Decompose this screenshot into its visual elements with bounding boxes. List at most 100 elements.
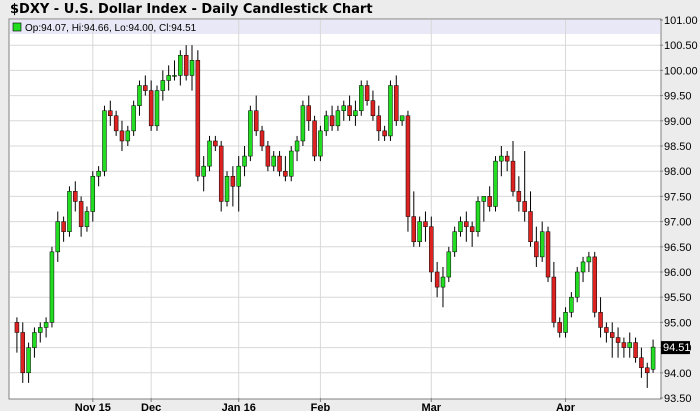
candle-body	[633, 342, 638, 358]
candle-body	[388, 85, 393, 137]
y-tick-label: 98.00	[664, 166, 692, 178]
candle-body	[574, 271, 580, 298]
candle-body	[213, 140, 218, 147]
y-tick-label: 98.50	[664, 141, 692, 153]
candle	[324, 110, 329, 136]
candle-body	[67, 191, 72, 232]
candle-body	[172, 75, 177, 77]
candle	[26, 342, 31, 383]
candle-body	[399, 115, 405, 122]
x-tick-label: Feb	[311, 402, 331, 411]
candle-body	[178, 55, 183, 76]
candle	[341, 100, 346, 121]
candle-body	[300, 105, 306, 142]
candle	[382, 125, 387, 141]
candle-body	[201, 165, 206, 177]
candle	[32, 327, 37, 358]
candle	[55, 211, 61, 262]
candle-body	[499, 155, 504, 162]
candle-body	[446, 251, 452, 278]
candle-body	[645, 367, 650, 374]
candle	[539, 221, 545, 262]
candle-body	[283, 170, 288, 177]
candle-body	[108, 110, 113, 117]
candle-body	[335, 110, 341, 127]
candle-body	[586, 256, 592, 263]
candle	[399, 115, 405, 126]
candle	[224, 171, 230, 207]
candle-body	[236, 165, 241, 187]
candle-body	[32, 332, 37, 348]
candle	[487, 186, 492, 212]
candle	[557, 317, 562, 338]
candle-body	[160, 80, 166, 91]
candle	[166, 65, 171, 91]
candle	[504, 151, 510, 172]
candle	[102, 105, 107, 177]
candle	[534, 226, 539, 267]
candle	[195, 50, 201, 182]
candle-body	[306, 105, 311, 122]
candle	[73, 181, 78, 212]
candle-body	[580, 261, 586, 273]
candle	[411, 191, 417, 247]
candle-body	[382, 130, 387, 137]
candle-body	[650, 346, 656, 370]
last-price-label: 94.51	[663, 342, 691, 354]
candle	[645, 362, 650, 388]
candle	[604, 322, 609, 343]
candle	[119, 120, 125, 152]
candle	[84, 206, 90, 232]
candle-body	[364, 85, 370, 101]
candle	[67, 186, 72, 237]
candle-body	[14, 322, 20, 333]
y-tick-label: 99.50	[664, 91, 692, 103]
candle	[458, 216, 463, 237]
candle	[446, 246, 452, 283]
candle	[283, 156, 288, 182]
candle	[329, 105, 335, 131]
candle-body	[253, 110, 259, 132]
candle	[183, 45, 189, 81]
candle	[522, 151, 527, 222]
last-price-box	[661, 341, 690, 355]
candle	[615, 327, 621, 358]
x-tick-label: Mar	[422, 402, 442, 411]
candle	[294, 135, 300, 162]
x-tick-label: Dec	[141, 402, 161, 411]
candle	[370, 90, 376, 121]
candle	[388, 80, 393, 141]
candle-body	[78, 201, 84, 227]
candle	[586, 251, 592, 272]
candle	[347, 95, 352, 121]
candle-body	[84, 211, 90, 227]
legend: Op:94.07, Hi:94.66, Lo:94.00, Cl:94.51	[12, 22, 197, 34]
candle-body	[528, 211, 533, 243]
candle	[137, 80, 142, 116]
candle	[125, 125, 131, 146]
candle	[528, 191, 533, 247]
candle-body	[516, 191, 522, 202]
y-tick-label: 96.00	[664, 267, 692, 279]
candle	[639, 347, 644, 378]
candle	[592, 251, 597, 318]
candle	[359, 80, 364, 116]
candle	[434, 261, 440, 298]
candle-body	[353, 110, 358, 117]
candle-body	[148, 90, 154, 127]
candle-body	[452, 231, 457, 253]
candle-body	[609, 332, 615, 338]
candle	[108, 100, 113, 126]
candle-body	[49, 251, 55, 323]
candle	[551, 261, 557, 328]
candle	[277, 151, 282, 177]
candle	[213, 135, 218, 152]
candle-body	[230, 175, 236, 187]
candle	[621, 337, 627, 358]
y-tick-label: 97.50	[664, 191, 692, 203]
candle	[148, 80, 154, 131]
candle	[545, 226, 551, 283]
candle-body	[119, 130, 125, 142]
